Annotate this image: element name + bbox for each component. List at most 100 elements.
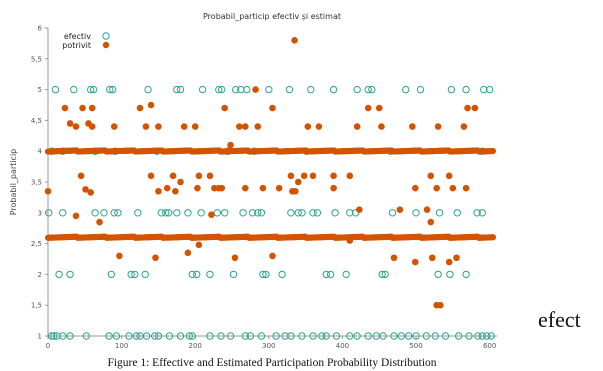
- efectiv-point: [453, 209, 461, 217]
- efectiv-point: [114, 209, 122, 217]
- efectiv-point: [229, 270, 238, 279]
- potrivit-point: [195, 241, 203, 249]
- efectiv-point: [157, 209, 166, 217]
- potrivit-point: [72, 212, 80, 220]
- potrivit-point: [194, 184, 201, 192]
- efectiv-point: [294, 209, 302, 217]
- efectiv-point: [66, 332, 74, 340]
- efectiv-point: [188, 332, 196, 340]
- efectiv-point: [55, 270, 63, 279]
- potrivit-point: [390, 254, 398, 262]
- potrivit-point: [206, 172, 214, 180]
- y-tick-label: 2,5: [31, 240, 42, 248]
- efectiv-point: [50, 332, 58, 340]
- efectiv-point: [173, 85, 181, 94]
- efectiv-point: [265, 85, 273, 94]
- potrivit-point: [147, 172, 155, 180]
- potrivit-point: [364, 104, 372, 112]
- potrivit-point: [309, 172, 317, 180]
- efectiv-point: [59, 209, 67, 217]
- y-tick-label: 5,5: [31, 55, 42, 63]
- potrivit-point: [292, 187, 299, 195]
- efectiv-point: [176, 332, 185, 340]
- efectiv-point: [217, 332, 225, 340]
- x-ticks: 0 100 200 300 400 500 600: [46, 336, 496, 350]
- potrivit-point: [409, 123, 416, 130]
- potrivit-point: [269, 252, 276, 260]
- y-tick-label: 2: [38, 271, 42, 279]
- x-tick-label: 0: [46, 342, 50, 350]
- y-tick-label: 3,5: [31, 179, 42, 187]
- efectiv-point: [132, 332, 141, 340]
- efectiv-point: [127, 270, 135, 279]
- x-tick-label: 400: [336, 342, 349, 350]
- legend-label-potrivit: potrivit: [62, 41, 91, 50]
- efectiv-point: [331, 209, 339, 217]
- potrivit-point: [460, 123, 468, 130]
- potrivit-point: [191, 123, 199, 130]
- potrivit-point: [96, 218, 103, 226]
- potrivit-point: [227, 141, 234, 149]
- efectiv-point: [381, 270, 389, 279]
- potrivit-point: [411, 258, 419, 266]
- efectiv-point: [131, 270, 139, 279]
- legend-marker-potrivit: [102, 41, 110, 49]
- potrivit-point: [82, 186, 89, 193]
- efectiv-point: [246, 332, 255, 340]
- efectiv-point: [112, 332, 121, 340]
- efectiv-point: [259, 270, 267, 279]
- side-text: efect: [538, 307, 581, 332]
- efectiv-point: [254, 209, 262, 217]
- efectiv-point: [482, 332, 491, 340]
- potrivit-point: [184, 249, 192, 257]
- efectiv-point: [165, 332, 174, 340]
- potrivit-point: [378, 123, 385, 130]
- efectiv-point: [215, 85, 223, 94]
- potrivit-point: [110, 123, 118, 130]
- efectiv-point: [45, 209, 53, 217]
- potrivit-point: [66, 120, 74, 127]
- efectiv-point: [326, 270, 335, 279]
- potrivit-point: [300, 172, 308, 180]
- potrivit-point: [152, 254, 159, 262]
- efectiv-point: [257, 332, 266, 340]
- y-ticks: 1 1,5 2 2,5 3 3,5 4 4,5 5 5,5 6: [31, 25, 48, 341]
- efectiv-point: [298, 209, 306, 217]
- efectiv-point: [272, 332, 280, 340]
- efectiv-point: [100, 209, 108, 217]
- efectiv-point: [162, 209, 170, 217]
- potrivit-point: [294, 178, 302, 186]
- efectiv-point: [66, 270, 74, 279]
- series-potrivit: [44, 37, 497, 309]
- efectiv-point: [480, 85, 488, 94]
- potrivit-point: [79, 104, 86, 112]
- potrivit-point: [116, 252, 123, 260]
- efectiv-point: [198, 85, 207, 94]
- potrivit-point: [464, 104, 471, 112]
- efectiv-point: [353, 85, 361, 94]
- efectiv-point: [478, 332, 486, 340]
- potrivit-point: [489, 147, 497, 155]
- potrivit-point: [241, 123, 249, 130]
- efectiv-point: [346, 332, 354, 340]
- efectiv-point: [364, 332, 372, 340]
- potrivit-point: [423, 206, 431, 214]
- efectiv-point: [165, 209, 173, 217]
- potrivit-point: [208, 211, 215, 218]
- efectiv-point: [70, 85, 78, 94]
- potrivit-point: [44, 187, 52, 195]
- potrivit-point: [315, 123, 323, 130]
- efectiv-point: [368, 85, 376, 94]
- efectiv-point: [285, 85, 294, 94]
- efectiv-point: [402, 85, 410, 94]
- potrivit-point: [259, 184, 267, 192]
- y-axis-title: Probabil_particip: [9, 149, 18, 216]
- potrivit-point: [269, 104, 276, 112]
- potrivit-point: [462, 184, 470, 192]
- potrivit-point: [163, 184, 171, 192]
- efectiv-point: [237, 85, 245, 94]
- efectiv-point: [110, 209, 118, 217]
- potrivit-point: [155, 187, 162, 195]
- efectiv-point: [105, 332, 113, 340]
